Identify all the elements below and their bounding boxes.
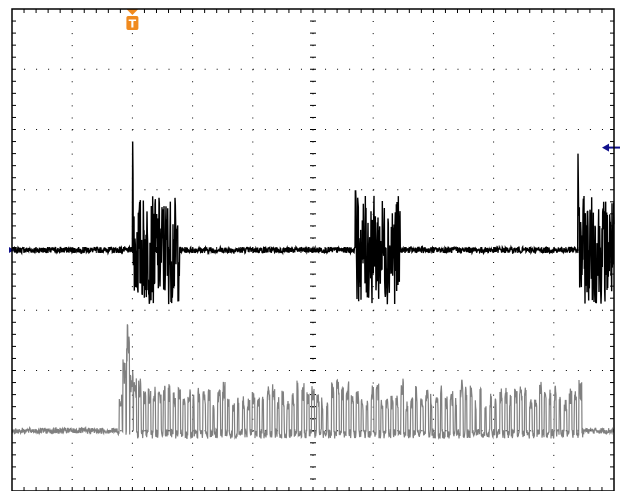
trigger-badge: [126, 16, 139, 30]
traces: [11, 141, 615, 440]
markers: T: [9, 9, 620, 253]
channel2-trace: [11, 324, 615, 440]
level-arrow-head: [602, 143, 609, 152]
trigger-marker-icon: T: [126, 9, 139, 31]
plot-frame: [11, 8, 615, 491]
channel1-trace: [11, 141, 615, 305]
trigger-arrow: [126, 9, 139, 15]
trigger-label: T: [129, 18, 137, 31]
arrow-left-icon: [602, 143, 620, 152]
